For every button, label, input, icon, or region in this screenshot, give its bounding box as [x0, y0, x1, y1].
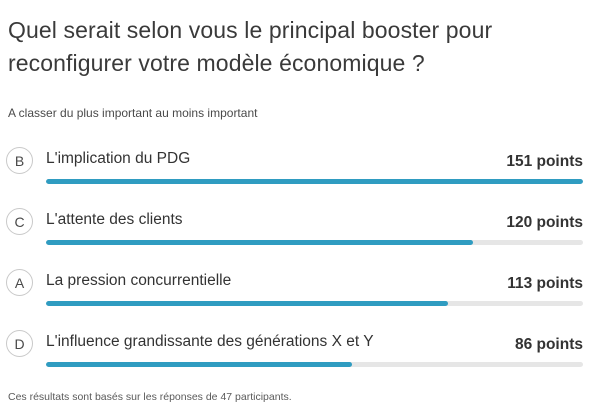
option-letter-badge: C	[6, 208, 33, 235]
option-letter-badge: D	[6, 330, 33, 357]
option-points: 113 points	[507, 275, 583, 292]
participants-note: Ces résultats sont basés sur les réponse…	[8, 391, 292, 403]
result-option-a: A La pression concurrentielle 113 points	[0, 267, 600, 328]
ranking-instruction: A classer du plus important au moins imp…	[8, 106, 258, 120]
result-bar-fill	[46, 301, 448, 306]
option-points: 120 points	[506, 214, 583, 231]
option-label: L'attente des clients	[46, 211, 183, 228]
question-title: Quel serait selon vous le principal boos…	[8, 17, 493, 76]
result-bar-fill	[46, 179, 583, 184]
result-option-d: D L'influence grandissante des génératio…	[0, 328, 600, 389]
option-label: L'implication du PDG	[46, 150, 191, 167]
option-letter-badge: A	[6, 269, 33, 296]
result-bar-track	[46, 362, 583, 367]
results-list: B L'implication du PDG 151 points C L'at…	[0, 145, 600, 389]
result-bar-track	[46, 240, 583, 245]
result-bar-fill	[46, 362, 352, 367]
result-bar-fill	[46, 240, 473, 245]
result-option-c: C L'attente des clients 120 points	[0, 206, 600, 267]
option-label: L'influence grandissante des générations…	[46, 333, 374, 350]
option-points: 151 points	[506, 153, 583, 170]
result-option-b: B L'implication du PDG 151 points	[0, 145, 600, 206]
option-label: La pression concurrentielle	[46, 272, 232, 289]
result-bar-track	[46, 301, 583, 306]
option-points: 86 points	[514, 336, 583, 353]
result-bar-track	[46, 179, 583, 184]
option-letter-badge: B	[6, 147, 33, 174]
